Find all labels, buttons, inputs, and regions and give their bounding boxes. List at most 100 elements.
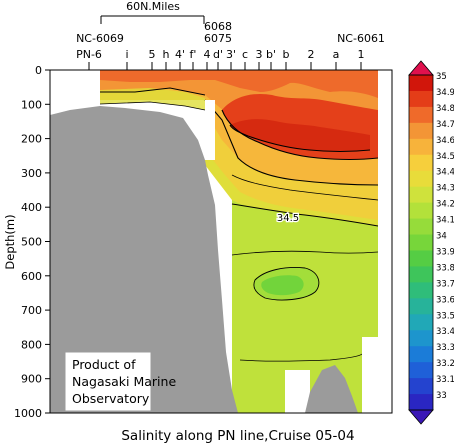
- colorbar-label: 34.6: [436, 136, 454, 146]
- contour-lines: [99, 87, 379, 362]
- y-tick-label: 0: [35, 64, 42, 77]
- no-data-upper-right: [362, 337, 392, 413]
- credit-line-2: Nagasaki Marine: [72, 374, 176, 389]
- contour-34-7: [221, 109, 379, 161]
- contour-34-1: [253, 267, 320, 301]
- credit-line-3: Observatory: [72, 391, 150, 406]
- station-label: PN-6: [76, 48, 102, 61]
- colorbar-swatch: [409, 250, 433, 267]
- y-tick-label: 600: [21, 270, 42, 283]
- scale-bar: 60N.Miles: [100, 0, 205, 24]
- colorbar-swatch: [409, 266, 433, 283]
- colorbar-label: 34.8: [436, 104, 454, 114]
- y-axis: 0 100 200 300 400 500 600 700 800 900 1000: [14, 64, 50, 420]
- y-tick-label: 1000: [14, 407, 42, 420]
- colorbar-label: 33.4: [436, 327, 454, 337]
- contour-34-4: [231, 174, 379, 201]
- salinity-field: [100, 70, 378, 413]
- contour-label: 34.5: [277, 213, 299, 224]
- colorbar-swatch: [409, 346, 433, 363]
- colorbar-label: 33.9: [436, 247, 454, 257]
- colorbar-swatch: [409, 394, 433, 411]
- scale-bar-label: 60N.Miles: [126, 0, 180, 13]
- upper-label-nc6061: NC-6061: [337, 32, 385, 45]
- upper-label-6075: 6075: [204, 32, 232, 45]
- colorbar-label: 33.2: [436, 359, 454, 369]
- colorbar-label: 34: [436, 232, 447, 242]
- colorbar-swatch: [409, 234, 433, 251]
- station-label: 2: [308, 48, 315, 61]
- credit-line-1: Product of: [72, 357, 136, 372]
- colorbar-swatch: [409, 75, 433, 92]
- colorbar-label: 34.3: [436, 184, 454, 194]
- station-labels: PN-6 i 5 h 4' f' 4 d' 3' c 3 b' b 2 a 1: [76, 48, 365, 70]
- colorbar-label: 34.4: [436, 168, 454, 178]
- colorbar-swatch: [409, 138, 433, 156]
- station-label: 5: [149, 48, 156, 61]
- y-tick-label: 400: [21, 201, 42, 214]
- credit-box-frame: [65, 352, 151, 411]
- colorbar-swatch: [409, 154, 433, 172]
- field-level-34-0: [261, 275, 304, 296]
- colorbar-swatch: [409, 90, 433, 108]
- land-topography: [50, 106, 358, 413]
- colorbar-swatch: [409, 298, 433, 315]
- colorbar-label: 33.8: [436, 263, 454, 273]
- chart-title: Salinity along PN line,Cruise 05-04: [121, 428, 354, 444]
- colorbar-swatch: [409, 186, 433, 204]
- colorbar-label: 33: [436, 391, 447, 401]
- no-data-right: [378, 70, 392, 413]
- land-continental-slope: [50, 106, 238, 413]
- station-label: f': [190, 48, 197, 61]
- colorbar-label: 33.6: [436, 295, 454, 305]
- upper-label-nc6069: NC-6069: [76, 32, 124, 45]
- colorbar-label: 33.5: [436, 311, 454, 321]
- no-data-lower-mid: [285, 370, 310, 413]
- colorbar-swatch: [409, 362, 433, 379]
- contour-34-6: [204, 99, 379, 186]
- contour-shelf: [100, 87, 206, 96]
- colorbar-arrow-top: [408, 60, 434, 76]
- field-level-34-7: [100, 70, 378, 98]
- field-level-34-9: [230, 119, 370, 152]
- contour-34-3: [231, 250, 379, 256]
- station-label: 4: [204, 48, 211, 61]
- y-tick-label: 700: [21, 304, 42, 317]
- station-label: 4': [175, 48, 185, 61]
- station-label: 1: [358, 48, 365, 61]
- land-seamount: [305, 365, 358, 413]
- y-axis-label: Depth(m): [3, 214, 17, 269]
- colorbar-swatch: [409, 122, 433, 140]
- colorbar-label: 34.9: [436, 88, 454, 98]
- colorbar-label: 34.7: [436, 120, 454, 130]
- y-tick-label: 500: [21, 236, 42, 249]
- colorbar-arrow-bottom: [408, 409, 434, 425]
- station-label: b: [283, 48, 290, 61]
- y-tick-label: 900: [21, 373, 42, 386]
- no-data-strip-1: [205, 100, 215, 160]
- colorbar-swatch: [409, 282, 433, 299]
- colorbar-swatch: [409, 202, 433, 219]
- station-label: 3': [226, 48, 236, 61]
- colorbar-label: 34.5: [436, 152, 454, 162]
- station-label: a: [333, 48, 340, 61]
- y-tick-label: 200: [21, 133, 42, 146]
- station-label: i: [125, 48, 128, 61]
- credit-box: Product of Nagasaki Marine Observatory: [65, 352, 176, 411]
- colorbar-swatch: [409, 218, 433, 235]
- colorbar-swatch: [409, 378, 433, 395]
- station-label: h: [163, 48, 170, 61]
- colorbar-label: 34.1: [436, 216, 454, 226]
- contour-deep: [239, 353, 363, 362]
- station-label: c: [242, 48, 248, 61]
- station-label: 3: [256, 48, 263, 61]
- y-tick-label: 800: [21, 338, 42, 351]
- colorbar: 35 34.9 34.8 34.7 34.6 34.5 34.4 34.3 34.2 34.1 34…: [408, 60, 454, 425]
- colorbar-label: 33.1: [436, 375, 454, 385]
- colorbar-label: 33.7: [436, 279, 454, 289]
- colorbar-swatch: [409, 330, 433, 347]
- shelf-band: [100, 88, 205, 110]
- upper-label-6068: 6068: [204, 20, 232, 33]
- colorbar-label: 35: [436, 72, 447, 82]
